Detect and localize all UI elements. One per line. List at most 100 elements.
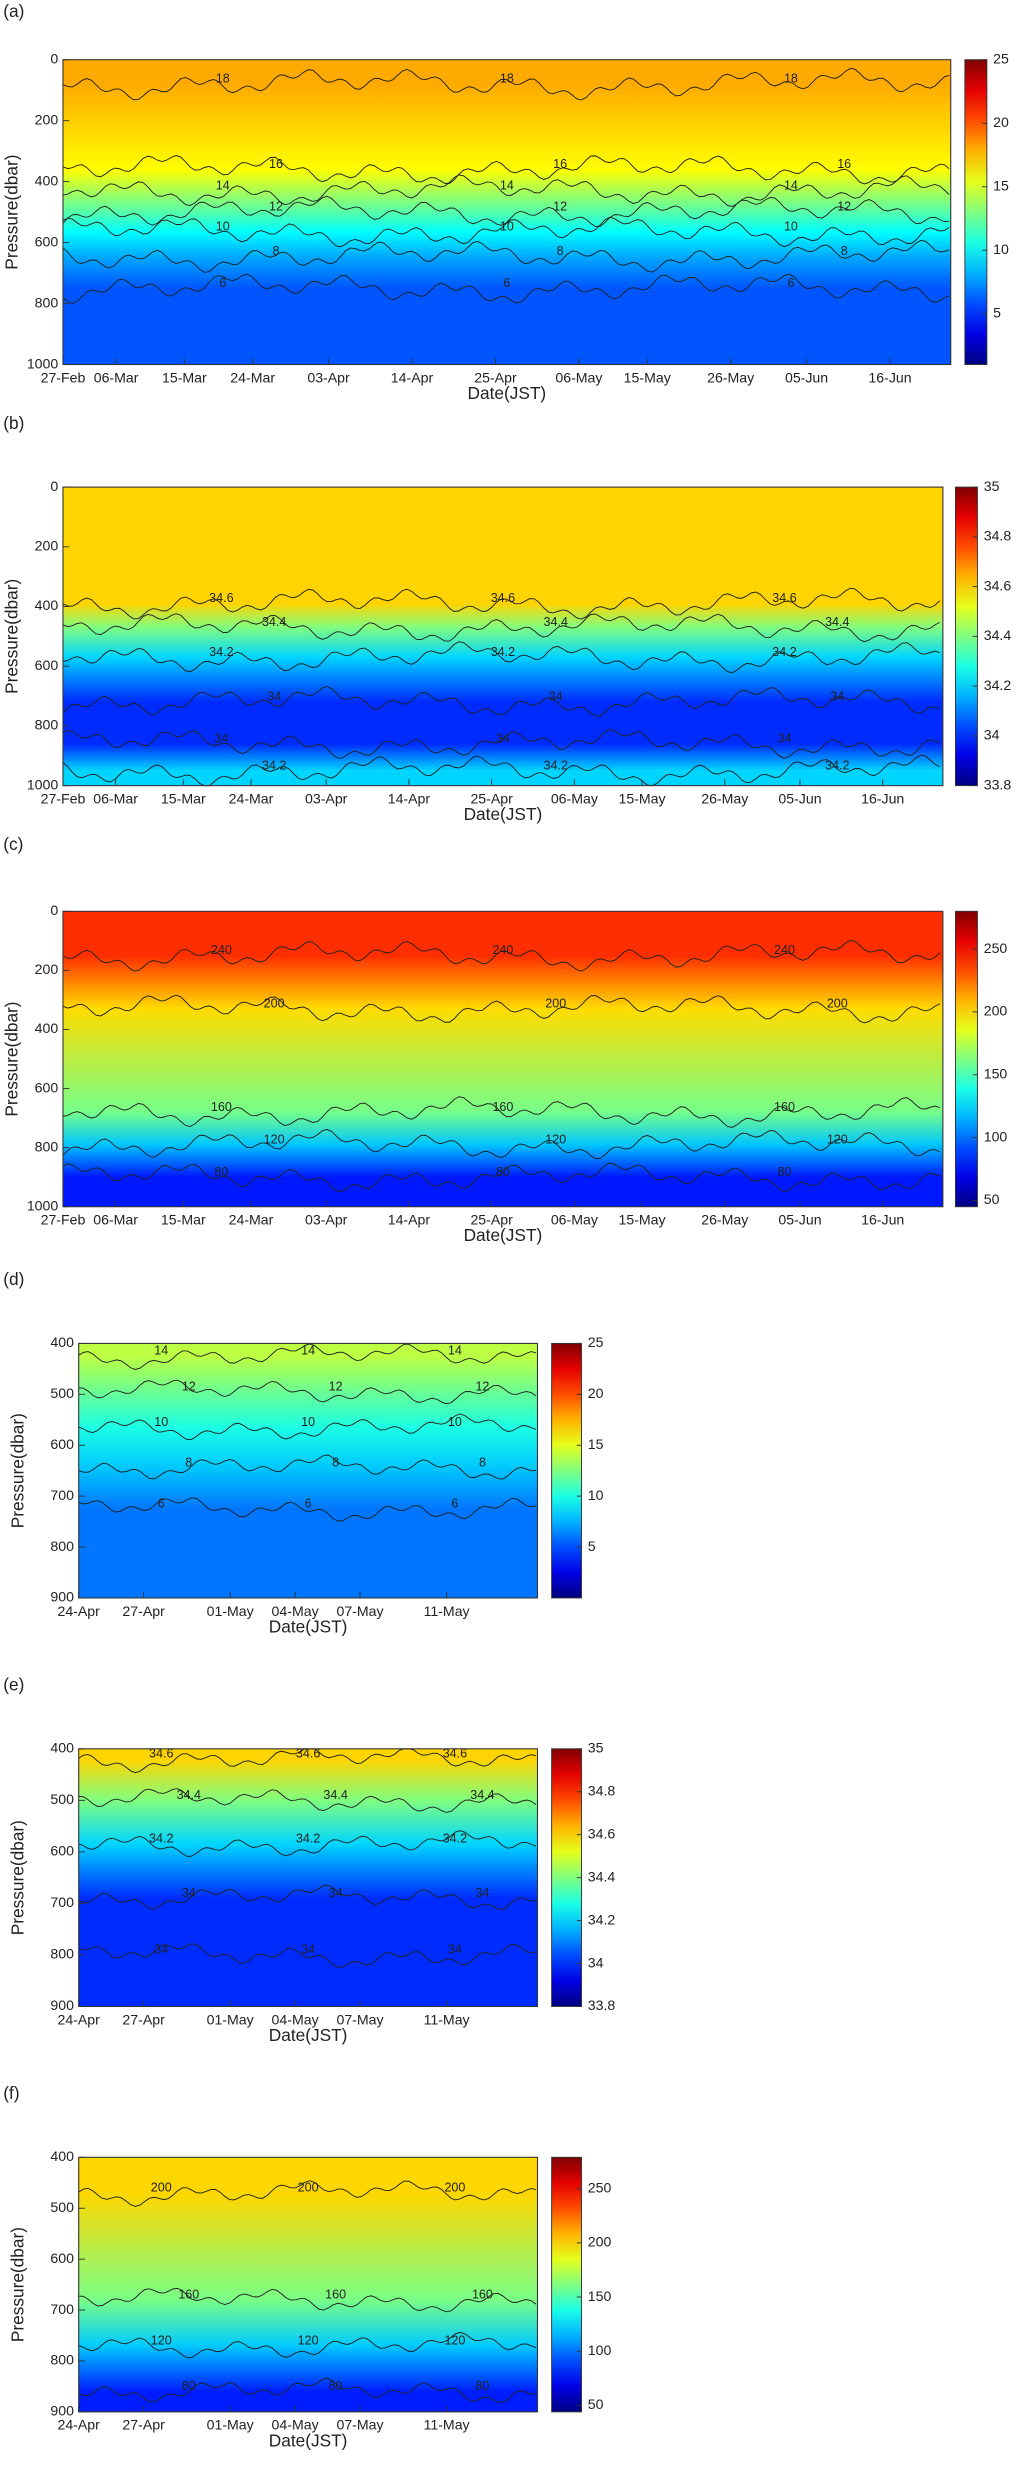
y-axis-label: Pressure(dbar)	[8, 2227, 28, 2342]
y-tick-label: 800	[35, 294, 59, 310]
field	[78, 1343, 538, 1598]
contour-label: 14	[500, 178, 514, 192]
colorbar-tick-label: 25	[588, 1334, 604, 1350]
x-tick-label: 24-Apr	[57, 2417, 100, 2433]
x-tick-label: 27-Apr	[122, 1603, 165, 1619]
x-tick-label: 05-Jun	[785, 369, 828, 385]
x-axis-label: Date(JST)	[269, 2430, 348, 2450]
x-tick-label: 05-Jun	[778, 790, 821, 806]
contour-label: 10	[448, 1415, 462, 1429]
x-axis-label: Date(JST)	[464, 1225, 543, 1245]
contour-label: 14	[216, 178, 230, 192]
contour-label: 6	[219, 276, 226, 290]
contour-label: 200	[545, 996, 566, 1010]
colorbar	[964, 59, 988, 366]
plot-frame	[78, 1342, 539, 1599]
contour-label: 240	[211, 943, 232, 957]
contour-line	[78, 1413, 537, 1441]
contour-line	[78, 1884, 536, 1910]
colorbar-tick-label: 34.2	[588, 1911, 616, 1927]
contour-label: 34	[549, 690, 563, 704]
y-axis-label: Pressure(dbar)	[1, 1001, 21, 1116]
x-tick-label: 26-May	[707, 369, 755, 385]
contour-label: 34.4	[470, 1788, 494, 1802]
panel-label: (b)	[3, 413, 24, 433]
contour-label: 240	[774, 943, 795, 957]
colorbar-tick-label: 250	[588, 2179, 612, 2195]
panel-label: (e)	[3, 1675, 24, 1695]
y-tick-label: 500	[50, 2199, 74, 2215]
contour-label: 34.2	[209, 645, 233, 659]
contour-label: 8	[332, 1456, 339, 1470]
y-tick-label: 600	[50, 2250, 74, 2266]
contour-label: 34	[154, 1943, 168, 1957]
contour-label: 16	[553, 157, 567, 171]
colorbar-tick-label: 34	[984, 727, 1000, 743]
contour-label: 80	[496, 1165, 510, 1179]
contour-line	[78, 2287, 537, 2313]
contour-label: 6	[305, 1496, 312, 1510]
x-tick-label: 06-May	[551, 790, 599, 806]
colorbar-tick-label: 34.4	[984, 627, 1012, 643]
contour-label: 80	[475, 2379, 489, 2393]
x-tick-label: 07-May	[336, 2417, 384, 2433]
contour-label: 34.2	[825, 758, 849, 772]
contour-label: 120	[298, 2333, 319, 2347]
x-axis-label: Date(JST)	[269, 2025, 348, 2045]
contour-label: 12	[475, 1379, 489, 1393]
contour-label: 6	[451, 1496, 458, 1510]
x-tick-label: 07-May	[336, 2011, 384, 2027]
contour-label: 240	[492, 943, 513, 957]
plot-frame	[62, 59, 952, 366]
y-tick-label: 800	[35, 1138, 59, 1154]
contour-label: 14	[154, 1344, 168, 1358]
colorbar	[551, 2156, 582, 2413]
contour-label: 34.2	[262, 758, 286, 772]
x-tick-label: 11-May	[424, 2011, 471, 2027]
x-tick-label: 01-May	[207, 2417, 255, 2433]
x-tick-label: 27-Feb	[41, 790, 86, 806]
contour-label: 12	[182, 1379, 196, 1393]
y-tick-label: 600	[35, 1079, 59, 1095]
colorbar-tick-label: 5	[588, 1538, 596, 1554]
contour-label: 14	[784, 178, 798, 192]
x-tick-label: 06-Mar	[93, 790, 138, 806]
contour-label: 34.6	[491, 591, 515, 605]
y-tick-label: 400	[50, 1334, 74, 1350]
contour-line	[62, 1096, 940, 1128]
plot-frame	[62, 910, 944, 1208]
contour-label: 200	[151, 2181, 172, 2195]
x-tick-label: 27-Apr	[122, 2417, 165, 2433]
colorbar-tick-label: 34.6	[588, 1825, 616, 1841]
contour-label: 10	[216, 220, 230, 234]
colorbar	[551, 1748, 582, 2007]
x-tick-label: 16-Jun	[868, 369, 911, 385]
field	[62, 487, 943, 786]
contour-label: 120	[545, 1132, 566, 1146]
y-tick-label: 1000	[27, 355, 59, 371]
y-tick-label: 500	[50, 1385, 74, 1401]
contour-label: 18	[784, 72, 798, 86]
colorbar-tick-label: 34	[588, 1954, 604, 1970]
panel-label: (a)	[3, 1, 24, 21]
x-tick-label: 06-May	[555, 369, 603, 385]
x-tick-label: 11-May	[424, 2417, 471, 2433]
contour-line	[78, 2331, 537, 2359]
x-tick-label: 06-May	[551, 1212, 599, 1228]
contour-label: 34.6	[772, 591, 796, 605]
contour-label: 34.6	[149, 1747, 173, 1761]
y-tick-label: 400	[35, 1020, 59, 1036]
contour-label: 18	[216, 72, 230, 86]
contour-label: 80	[329, 2379, 343, 2393]
contour-label: 6	[787, 276, 794, 290]
colorbar-tick-label: 250	[984, 940, 1008, 956]
y-tick-label: 0	[50, 50, 58, 66]
y-tick-label: 400	[35, 597, 59, 613]
x-tick-label: 05-Jun	[778, 1212, 821, 1228]
contour-line	[78, 1454, 536, 1480]
contour-label: 10	[154, 1415, 168, 1429]
y-axis-label: Pressure(dbar)	[1, 579, 21, 694]
colorbar-tick-label: 20	[588, 1385, 604, 1401]
contour-label: 8	[557, 244, 564, 258]
contour-label: 12	[837, 200, 851, 214]
